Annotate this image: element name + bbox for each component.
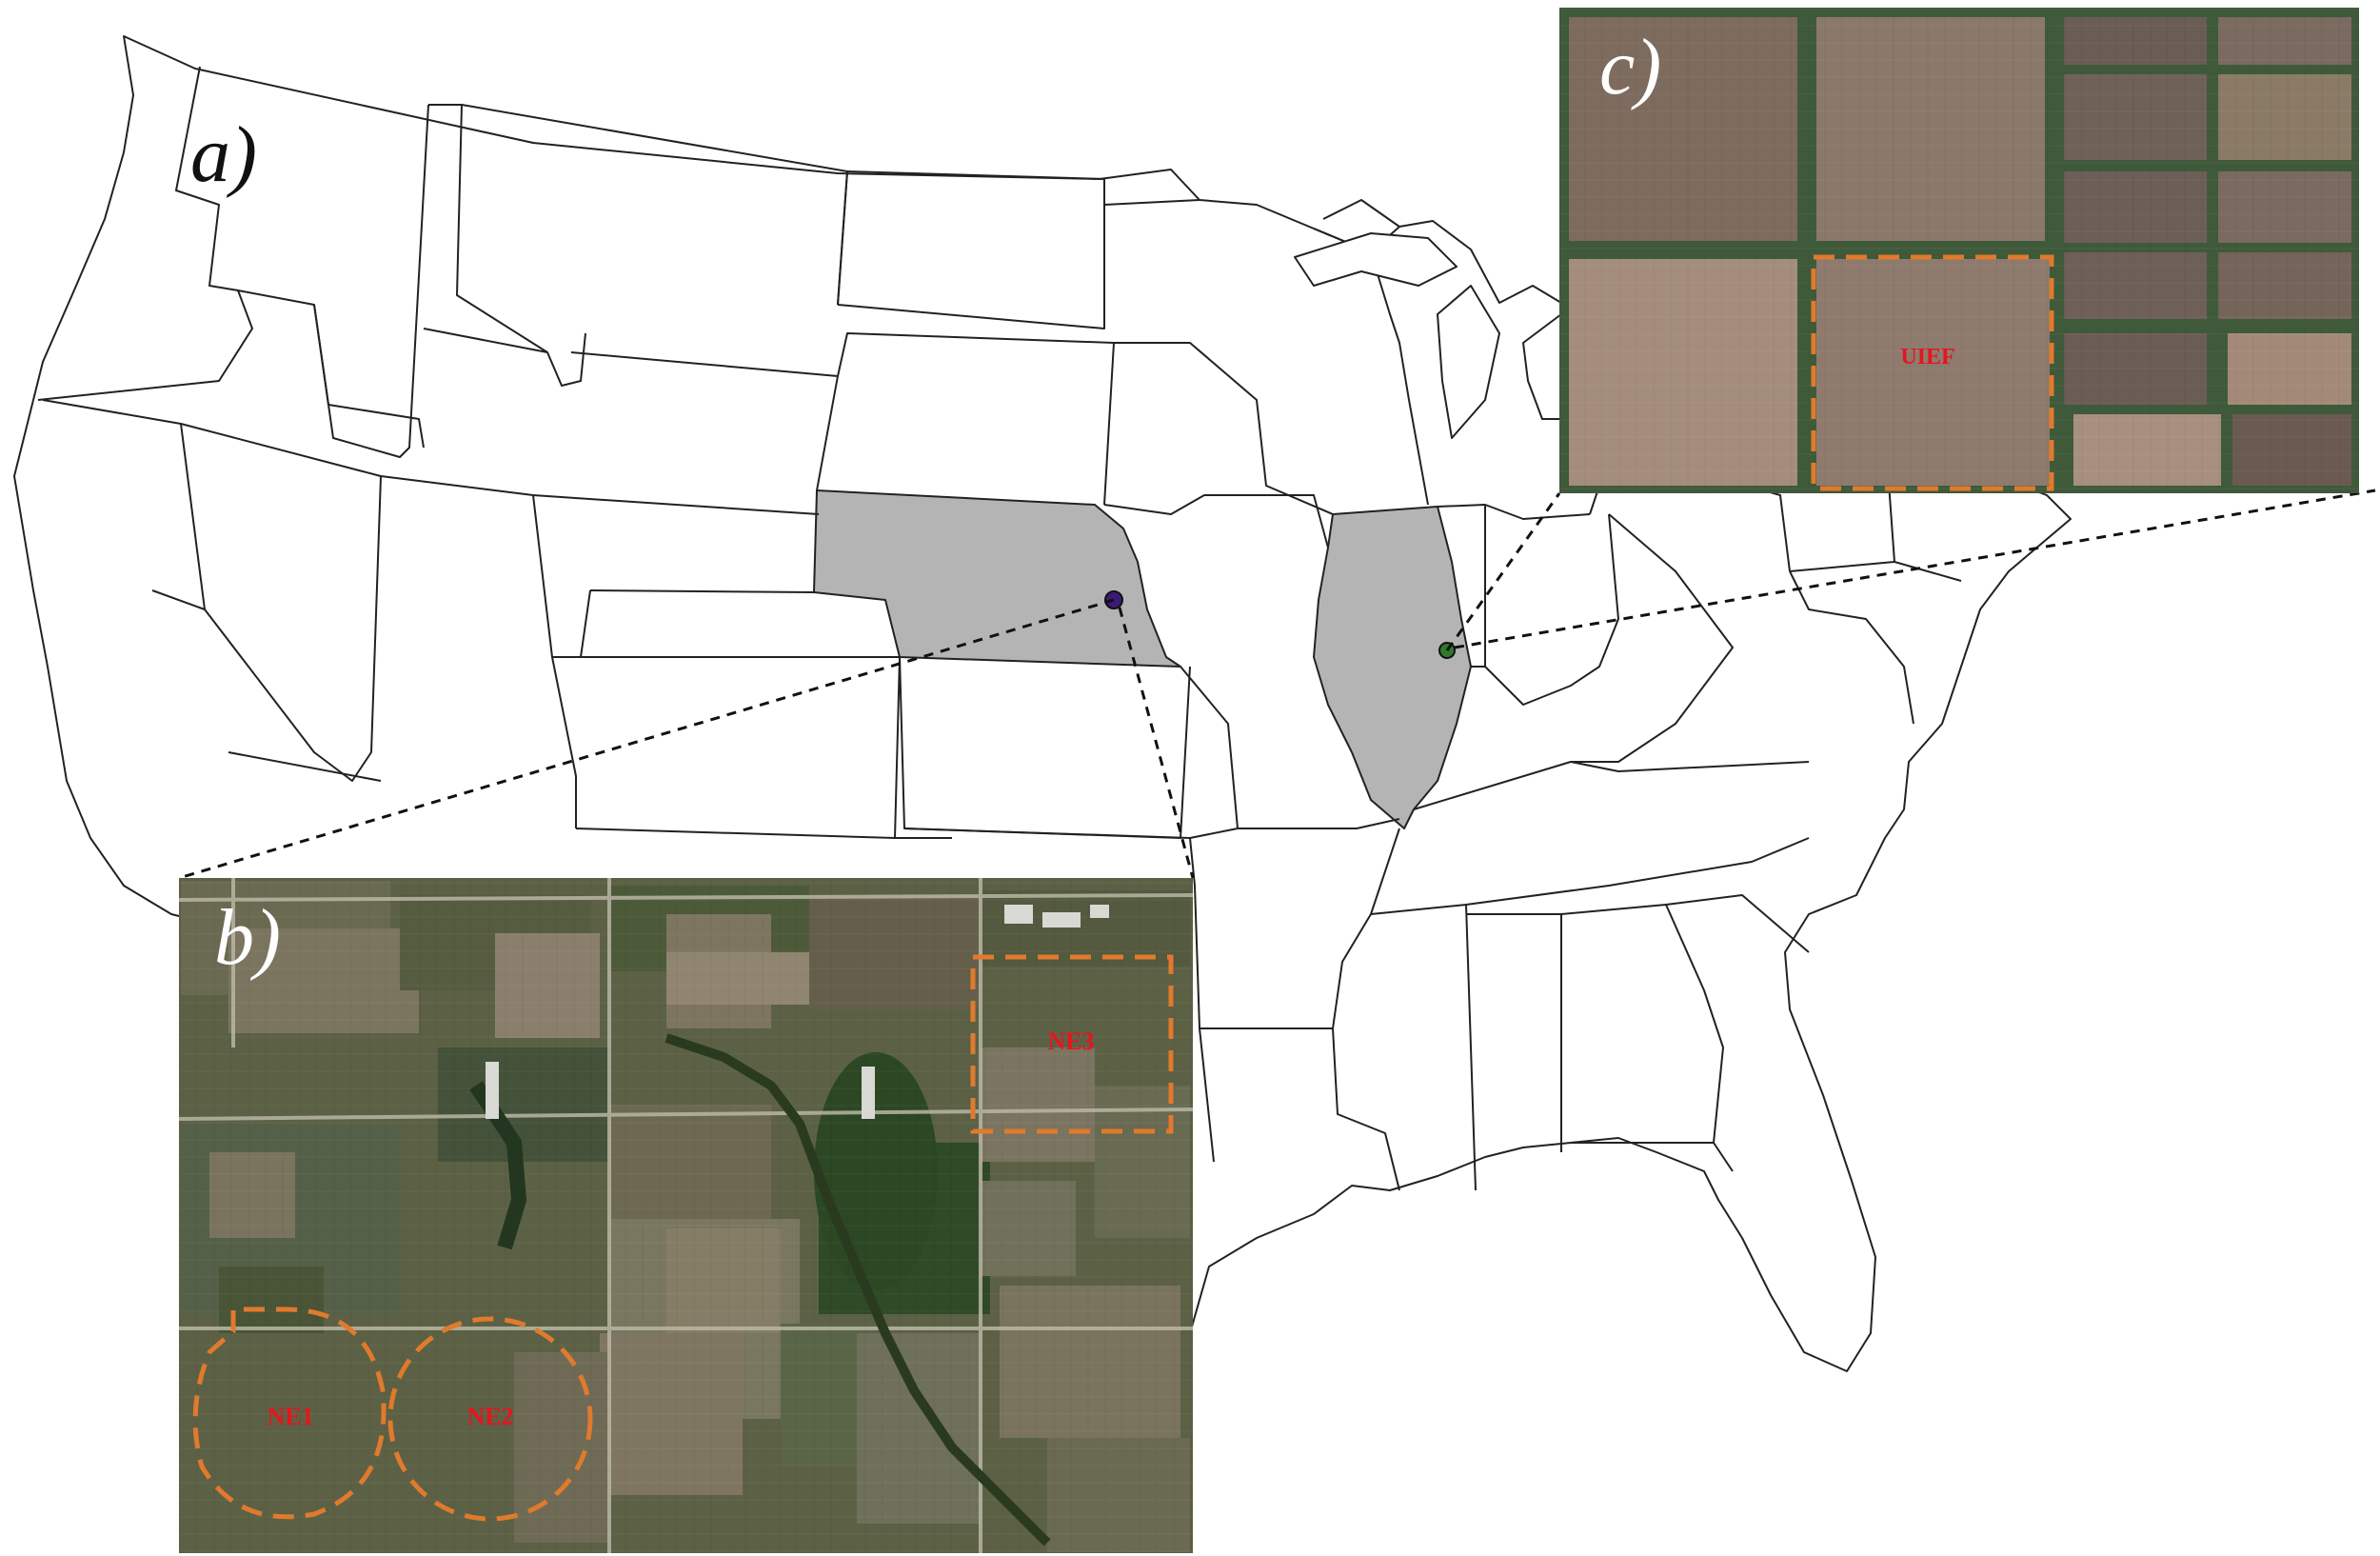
uief-site-outline: [1811, 254, 2054, 491]
panel-b-aerial-inset: [179, 878, 1193, 1553]
site-label-ne2: NE2: [466, 1403, 513, 1430]
ne3-site-outline: [970, 954, 1174, 1134]
panel-c-label: c): [1599, 23, 1661, 111]
panel-c-aerial-inset: [1559, 8, 2359, 493]
illinois-state-highlight: [1313, 506, 1472, 829]
ne1-site-outline: [192, 1307, 387, 1520]
ne2-site-outline: [387, 1316, 593, 1522]
state-boundaries: [37, 66, 2048, 1191]
panel-b-label: b): [214, 893, 281, 982]
site-label-ne3: NE3: [1047, 1027, 1094, 1055]
site-label-uief: UIEF: [1900, 345, 1954, 369]
site-label-ne1: NE1: [267, 1403, 313, 1430]
nebraska-state-highlight: [813, 489, 1181, 668]
leader-lines: [178, 489, 2376, 880]
panel-a-label: a): [190, 110, 257, 199]
